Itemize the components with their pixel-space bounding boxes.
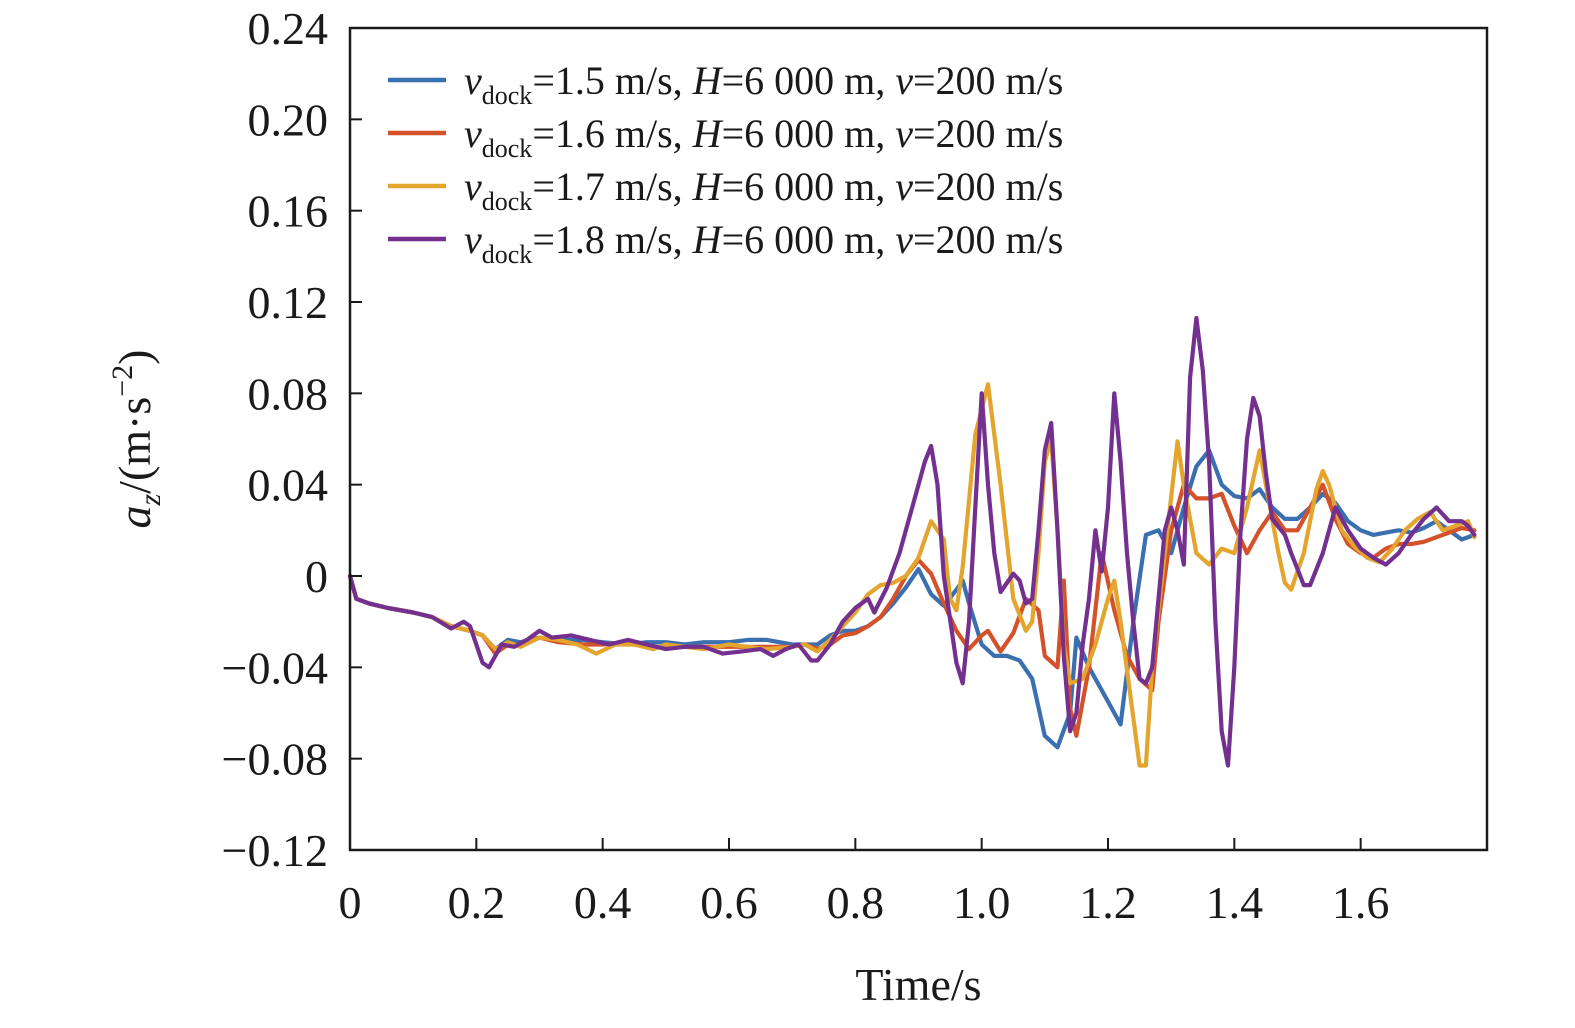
x-axis-label: Time/s (855, 959, 981, 1010)
x-tick-label: 0.2 (448, 877, 506, 928)
y-tick-label: 0 (305, 551, 328, 602)
y-tick-label: 0.04 (248, 460, 329, 511)
series-line-4 (347, 315, 1477, 768)
y-tick-label: −0.12 (222, 825, 328, 876)
y-tick-label: −0.04 (222, 642, 328, 693)
y-tick-label: 0.08 (248, 368, 329, 419)
x-tick-label: 1.6 (1332, 877, 1390, 928)
plot-frame (348, 26, 1489, 852)
x-axis: 0 0.2 0.4 0.6 0.8 1.0 1.2 1.4 1.6 (339, 838, 1390, 928)
x-tick-label: 1.0 (953, 877, 1011, 928)
series-line-1 (347, 448, 1477, 750)
legend-label-4: vdock=1.8 m/s, H=6 000 m, v=200 m/s (464, 217, 1063, 269)
legend: vdock=1.5 m/s, H=6 000 m, v=200 m/svdock… (388, 58, 1063, 269)
x-tick-label: 0 (339, 877, 362, 928)
y-axis-label: az/(m·s−2) (106, 349, 167, 528)
x-tick-label: 1.2 (1079, 877, 1137, 928)
y-axis-label-close: ) (109, 349, 160, 364)
y-tick-label: −0.08 (222, 734, 328, 785)
y-tick-label: 0.16 (248, 186, 329, 237)
legend-label-1: vdock=1.5 m/s, H=6 000 m, v=200 m/s (464, 58, 1063, 110)
y-axis-label-unit: /(m·s (109, 397, 160, 494)
y-axis: −0.12 −0.08 −0.04 0 0.04 0.08 0.12 0.16 0.20 0.24 (222, 3, 362, 876)
x-tick-label: 0.4 (574, 877, 632, 928)
legend-label-2: vdock=1.6 m/s, H=6 000 m, v=200 m/s (464, 111, 1063, 163)
y-axis-label-base: a (109, 506, 160, 529)
x-tick-label: 0.6 (700, 877, 758, 928)
y-axis-label-exp: −2 (106, 365, 139, 397)
series-line-2 (347, 482, 1477, 738)
y-tick-label: 0.20 (248, 94, 329, 145)
x-tick-label: 0.8 (827, 877, 885, 928)
y-axis-label-sub: z (134, 494, 167, 507)
y-tick-label: 0.24 (248, 3, 329, 54)
x-tick-label: 1.4 (1206, 877, 1264, 928)
series-line-3 (347, 382, 1477, 768)
legend-label-3: vdock=1.7 m/s, H=6 000 m, v=200 m/s (464, 164, 1063, 216)
y-tick-label: 0.12 (248, 277, 329, 328)
series-layer (347, 315, 1477, 768)
